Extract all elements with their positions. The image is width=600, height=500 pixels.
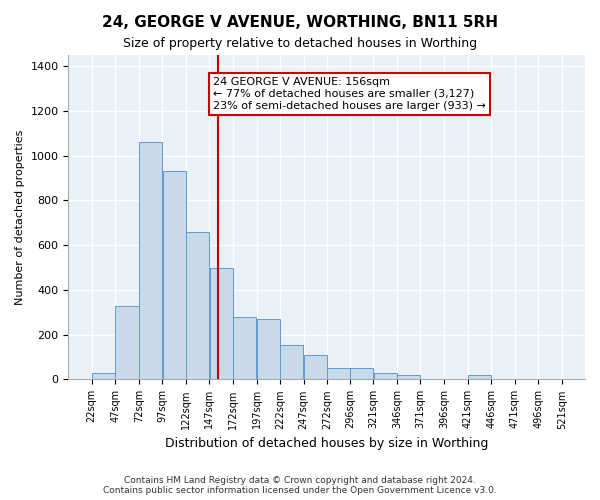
Bar [139, 142, 162, 380]
Bar [163, 172, 185, 380]
Bar [233, 317, 256, 380]
Bar [115, 306, 139, 380]
Bar [468, 375, 491, 380]
Bar [209, 268, 233, 380]
Bar [280, 345, 304, 380]
Bar [374, 372, 397, 380]
Bar [304, 355, 327, 380]
Bar [350, 368, 373, 380]
Bar [257, 319, 280, 380]
Y-axis label: Number of detached properties: Number of detached properties [15, 130, 25, 305]
Bar [92, 372, 115, 380]
Text: Size of property relative to detached houses in Worthing: Size of property relative to detached ho… [123, 38, 477, 51]
Bar [186, 232, 209, 380]
Text: Contains HM Land Registry data © Crown copyright and database right 2024.
Contai: Contains HM Land Registry data © Crown c… [103, 476, 497, 495]
Text: 24, GEORGE V AVENUE, WORTHING, BN11 5RH: 24, GEORGE V AVENUE, WORTHING, BN11 5RH [102, 15, 498, 30]
Bar [328, 368, 350, 380]
Bar [397, 375, 420, 380]
Text: 24 GEORGE V AVENUE: 156sqm
← 77% of detached houses are smaller (3,127)
23% of s: 24 GEORGE V AVENUE: 156sqm ← 77% of deta… [213, 78, 486, 110]
X-axis label: Distribution of detached houses by size in Worthing: Distribution of detached houses by size … [165, 437, 488, 450]
